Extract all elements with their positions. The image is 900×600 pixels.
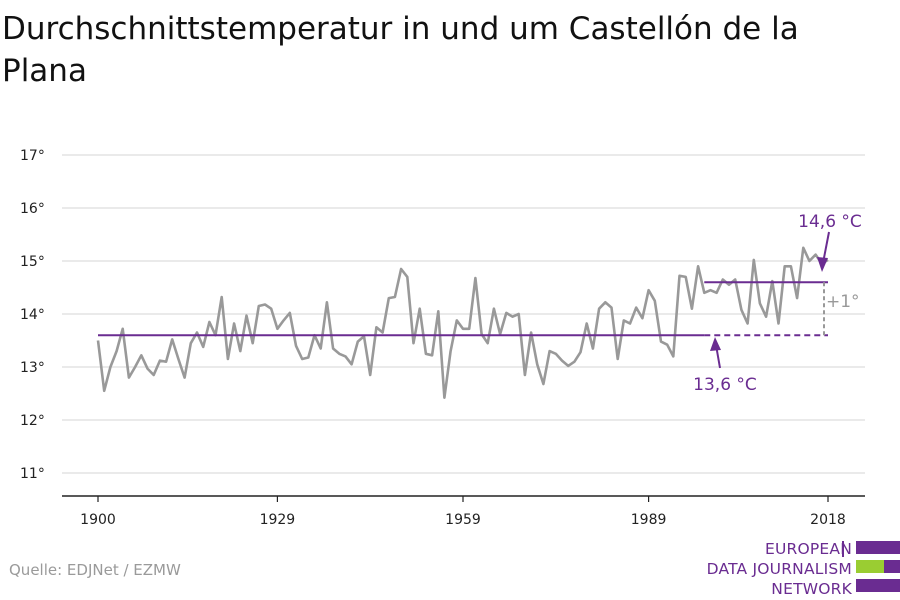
x-tick-label: 1989 <box>631 512 667 528</box>
y-tick-label: 17° <box>20 148 45 164</box>
x-axis-ticks: 1900 1929 1959 1989 2018 <box>80 496 846 528</box>
logo-bar-purple-bottom <box>856 579 900 592</box>
x-tick-label: 2018 <box>810 512 846 528</box>
logo-line-3: NETWORK <box>771 580 852 598</box>
annotation-recent-average: 14,6 °C <box>798 212 862 232</box>
logo-line-2: DATA JOURNALISM <box>706 560 852 578</box>
y-tick-label: 11° <box>20 466 45 482</box>
y-tick-label: 13° <box>20 360 45 376</box>
y-axis-tick-labels: 11° 12° 13° 14° 15° 16° 17° <box>20 148 45 482</box>
y-tick-label: 12° <box>20 413 45 429</box>
logo-bar-green <box>856 560 884 573</box>
annotation-arrowhead-recent <box>817 257 828 272</box>
logo-line-1: EUROPEAN <box>764 540 852 558</box>
logo-bar-purple-top <box>856 541 900 554</box>
annotations: 14,6 °C 13,6 °C +1° <box>693 212 862 395</box>
x-tick-label: 1959 <box>445 512 481 528</box>
annotation-longterm-average: 13,6 °C <box>693 375 757 395</box>
annotation-delta: +1° <box>826 292 860 312</box>
series-line <box>96 246 829 400</box>
edjnet-logo: EUROPEAN DATA JOURNALISM NETWORK <box>700 535 900 600</box>
annotation-arrowhead-longterm <box>710 337 721 351</box>
logo-separator <box>842 541 844 557</box>
source-note: Quelle: EDJNet / EZMW <box>9 561 181 579</box>
average-lines <box>98 281 828 337</box>
temperature-series <box>96 246 829 400</box>
y-tick-label: 16° <box>20 201 45 217</box>
x-tick-label: 1929 <box>260 512 296 528</box>
y-tick-label: 14° <box>20 307 45 323</box>
chart-title: Durchschnittstemperatur in und um Castel… <box>2 11 799 89</box>
x-tick-label: 1900 <box>80 512 116 528</box>
gridlines <box>62 154 865 474</box>
y-tick-label: 15° <box>20 254 45 270</box>
